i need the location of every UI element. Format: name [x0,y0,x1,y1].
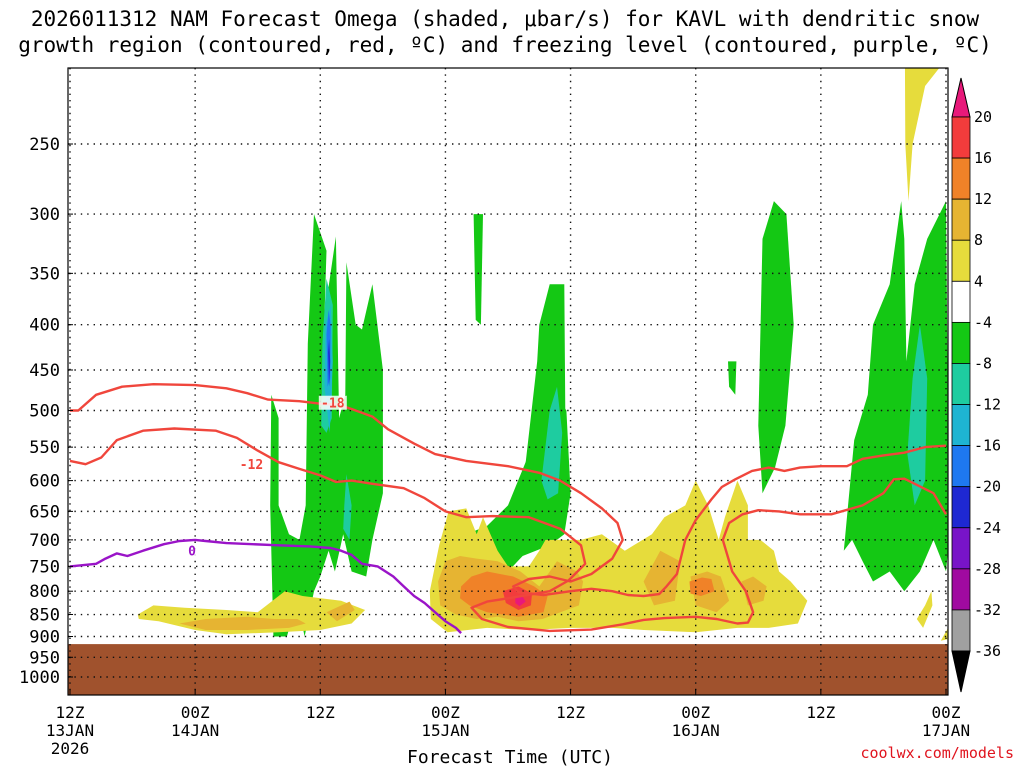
colorbar-tick-label: -32 [974,601,1001,619]
omega-region-green [473,214,483,325]
colorbar-segment [951,116,971,159]
omega-region-yellow [904,68,940,202]
y-tick-label: 750 [29,557,60,577]
omega-region-yellow [785,0,799,28]
colorbar-segment [951,445,971,488]
colorbar-tick-label: -28 [974,560,1001,578]
y-tick-label: 500 [29,402,60,422]
y-tick-label: 350 [29,264,60,284]
omega-region-teal [907,324,928,506]
omega-region-gold [326,601,355,622]
plot-frame [67,67,949,696]
x-tick-label: 12Z [556,703,585,722]
x-tick-label: 12Z [806,703,835,722]
omega-region-green [758,201,794,494]
freezing-level-contour [69,538,462,634]
dgz-contour-label-bg [237,457,266,472]
x-tick-label: 17JAN [922,721,970,740]
x-tick-label: 2026 [51,739,90,758]
y-tick-label: 700 [29,531,60,551]
x-axis-label: Forecast Time (UTC) [407,747,613,768]
title-line-1: 2026011312 NAM Forecast Omega (shaded, μ… [30,7,980,31]
omega-region-green [843,201,948,592]
colorbar-segment [951,609,971,652]
y-tick-label: 400 [29,316,60,336]
title-line-2: growth region (contoured, red, ºC) and f… [18,33,992,57]
y-tick-label: 850 [29,606,60,626]
chart-title: 2026011312 NAM Forecast Omega (shaded, μ… [0,6,1010,58]
y-tick-label: 600 [29,472,60,492]
omega-region-dkblue [328,338,331,387]
freezing-level-contour-label: 0 [188,545,196,560]
omega-region-gold [179,616,306,630]
colorbar-tick-label: 20 [974,108,992,126]
colorbar-tick-label: 12 [974,190,992,208]
y-tick-label: 900 [29,627,60,647]
dgz-contour [69,427,948,633]
x-tick-label: 16JAN [672,721,720,740]
credit-text: coolwx.com/models [860,744,1014,762]
colorbar-segment [951,198,971,241]
dgz-contour-label-bg [318,395,347,410]
omega-region-yellow [916,591,933,628]
colorbar-segment [951,568,971,611]
x-tick-label: 14JAN [171,721,219,740]
colorbar-top-arrow [951,77,971,118]
colorbar-tick-label: -12 [974,396,1001,414]
x-tick-label: 00Z [431,703,460,722]
dgz-contour [70,383,947,598]
dgz-contour-label: -12 [240,458,263,473]
colorbar-tick-label: 16 [974,149,992,167]
y-tick-label: 800 [29,582,60,602]
colorbar-tick-label: -4 [974,313,992,331]
colorbar-segment [951,363,971,405]
x-tick-label: 13JAN [46,721,94,740]
colorbar-segment [951,321,971,364]
colorbar-segment [951,527,971,570]
colorbar-segment [951,239,971,282]
y-tick-label: 450 [29,361,60,381]
colorbar-tick-label: -16 [974,437,1001,455]
colorbar-segment [951,404,971,447]
colorbar-segment [951,486,971,529]
y-tick-label: 950 [29,648,60,668]
colorbar-tick-label: -8 [974,354,992,372]
colorbar-tick-label: -36 [974,642,1001,660]
x-tick-label: 00Z [181,703,210,722]
y-tick-label: 650 [29,502,60,522]
colorbar-tick-label: 4 [974,272,983,290]
y-tick-label: 250 [29,135,60,155]
x-tick-label: 15JAN [421,721,469,740]
colorbar-tick-label: 8 [974,231,983,249]
colorbar-segment [951,157,971,200]
colorbar-segment [951,280,971,323]
omega-region-teal [343,474,352,540]
omega-region-teal [541,386,563,500]
x-tick-label: 00Z [681,703,710,722]
colorbar-tick-label: -20 [974,478,1001,496]
colorbar-tick-label: -24 [974,519,1001,537]
dgz-contour-label: -18 [321,397,345,412]
x-tick-label: 00Z [932,703,961,722]
y-tick-label: 1000 [19,668,60,688]
y-tick-label: 300 [29,205,60,225]
colorbar-bottom-arrow [951,650,971,693]
x-tick-label: 12Z [56,703,85,722]
y-tick-label: 550 [29,438,60,458]
x-tick-label: 12Z [306,703,335,722]
ground-fill [68,644,948,695]
freezing-level-contour-label-bg [186,543,199,558]
